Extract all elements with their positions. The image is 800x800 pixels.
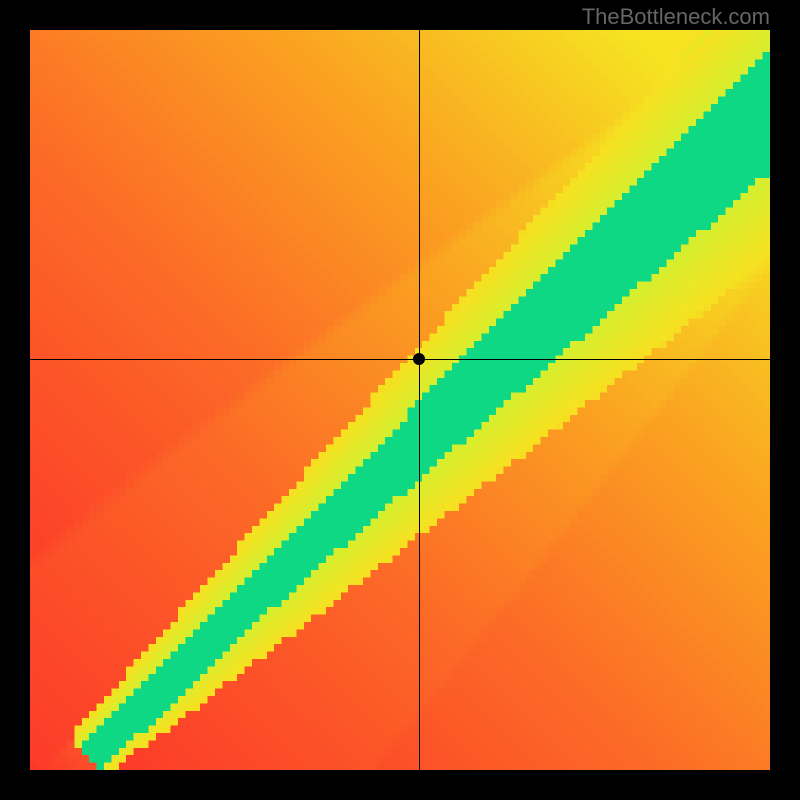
heatmap-canvas-wrap [30, 30, 770, 770]
heatmap-chart [30, 30, 770, 770]
crosshair-horizontal [30, 359, 770, 360]
crosshair-marker [413, 353, 425, 365]
crosshair-vertical [419, 30, 420, 770]
heatmap-canvas [30, 30, 770, 770]
watermark-text: TheBottleneck.com [582, 4, 770, 30]
